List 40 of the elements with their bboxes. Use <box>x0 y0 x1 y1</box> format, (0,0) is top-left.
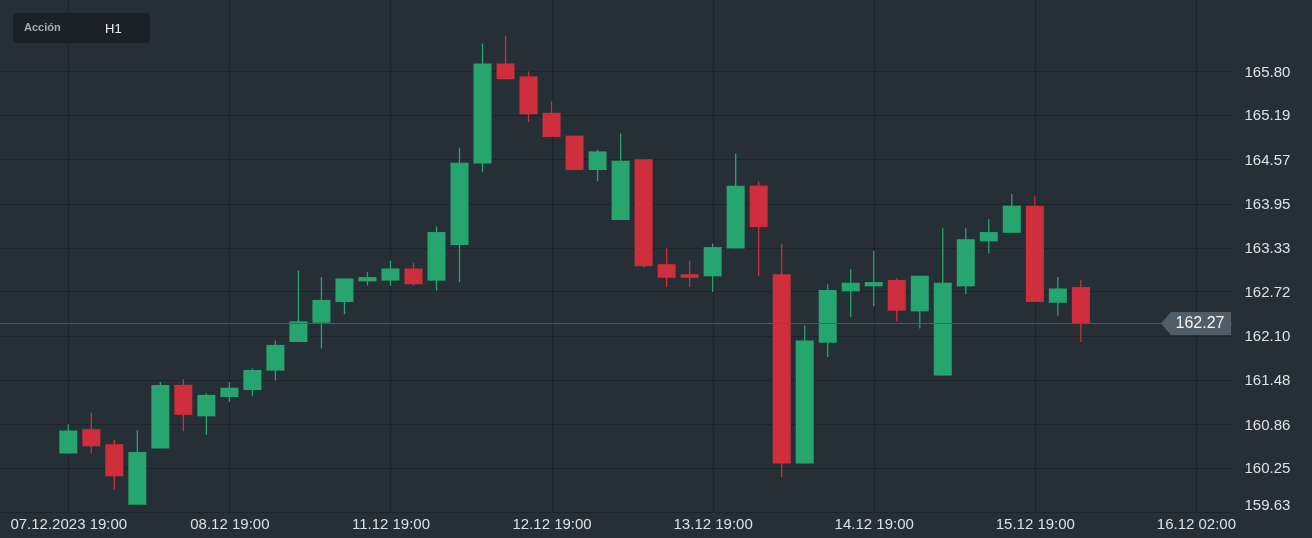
candlestick <box>289 269 308 343</box>
candlestick <box>312 276 331 350</box>
y-tick-label: 162.72 <box>1244 282 1291 300</box>
x-tick-label: 08.12 19:00 <box>190 514 270 532</box>
y-tick-label: 164.57 <box>1244 150 1291 168</box>
candlestick <box>588 149 607 183</box>
candlestick <box>381 259 400 287</box>
candlestick <box>1048 276 1067 317</box>
y-tick-label: 163.95 <box>1244 195 1291 213</box>
candlestick <box>220 381 239 403</box>
candlestick <box>496 35 515 80</box>
annotation: H1 <box>105 21 122 36</box>
y-tick-label: 161.48 <box>1244 371 1291 389</box>
candlestick <box>657 247 676 288</box>
y-tick-label: 160.86 <box>1244 415 1291 433</box>
candlestick <box>59 423 78 455</box>
candlestick <box>82 412 101 455</box>
y-tick-label: 162.10 <box>1244 327 1291 345</box>
candlestick <box>841 268 860 318</box>
x-tick-label: 15.12 19:00 <box>995 514 1075 532</box>
ref-line-label: 162.27 <box>1175 314 1225 332</box>
x-tick-label: 14.12 19:00 <box>834 514 914 532</box>
x-tick-label: 12.12 19:00 <box>512 514 592 532</box>
y-tick-label: 160.25 <box>1244 459 1291 477</box>
x-tick-label: 07.12.2023 19:00 <box>10 514 128 532</box>
x-tick-label: 11.12 19:00 <box>351 514 431 532</box>
candlestick <box>680 259 699 288</box>
candlestick <box>979 218 998 255</box>
y-tick-label: 165.19 <box>1244 106 1291 124</box>
candlestick <box>335 277 354 315</box>
x-tick-label: 13.12 19:00 <box>673 514 753 532</box>
candlestick <box>864 249 883 307</box>
candlestick <box>197 392 216 436</box>
y-tick-label: 163.33 <box>1244 239 1291 257</box>
candlestick <box>243 367 262 397</box>
y-tick-label: 165.80 <box>1244 62 1291 80</box>
x-tick-label: 16.12 02:00 <box>1156 514 1237 532</box>
y-tick-label: 159.63 <box>1244 495 1291 513</box>
candlestick <box>404 262 423 287</box>
annotation: Acción <box>24 21 61 33</box>
